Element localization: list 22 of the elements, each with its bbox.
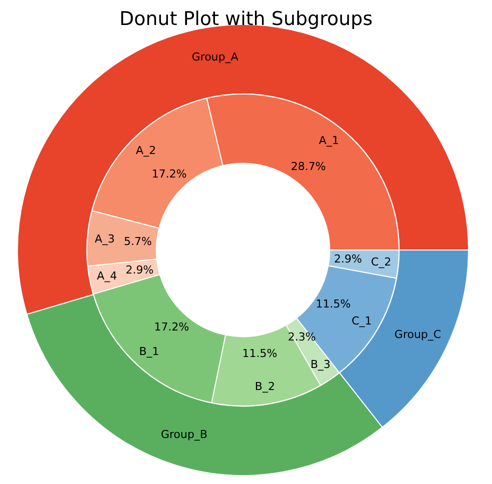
slice-label: Group_C xyxy=(394,328,442,341)
chart-title: Donut Plot with Subgroups xyxy=(118,8,374,30)
slice-label: A_3 xyxy=(94,232,115,246)
slice-label: Group_B xyxy=(160,428,208,442)
data-label: 2.9% xyxy=(334,252,362,266)
slice-label: C_2 xyxy=(371,255,392,268)
slice-label: B_3 xyxy=(310,358,330,371)
slice-label: C_1 xyxy=(352,314,372,328)
data-label: 2.3% xyxy=(288,330,316,344)
slice-label: B_2 xyxy=(254,380,275,393)
slice-label: B_1 xyxy=(139,344,160,358)
data-label: 11.5% xyxy=(316,297,351,310)
data-label: 5.7% xyxy=(124,234,152,248)
slice-label: Group_A xyxy=(192,50,239,64)
slice-label: A_2 xyxy=(136,144,156,157)
data-label: 28.7% xyxy=(290,160,326,174)
data-label: 11.5% xyxy=(242,346,278,360)
data-label: 17.2% xyxy=(154,320,190,334)
data-label: 17.2% xyxy=(152,168,187,181)
slice-label: A_4 xyxy=(96,270,117,283)
data-label: 2.9% xyxy=(126,263,154,276)
slice-label: A_1 xyxy=(318,134,339,148)
